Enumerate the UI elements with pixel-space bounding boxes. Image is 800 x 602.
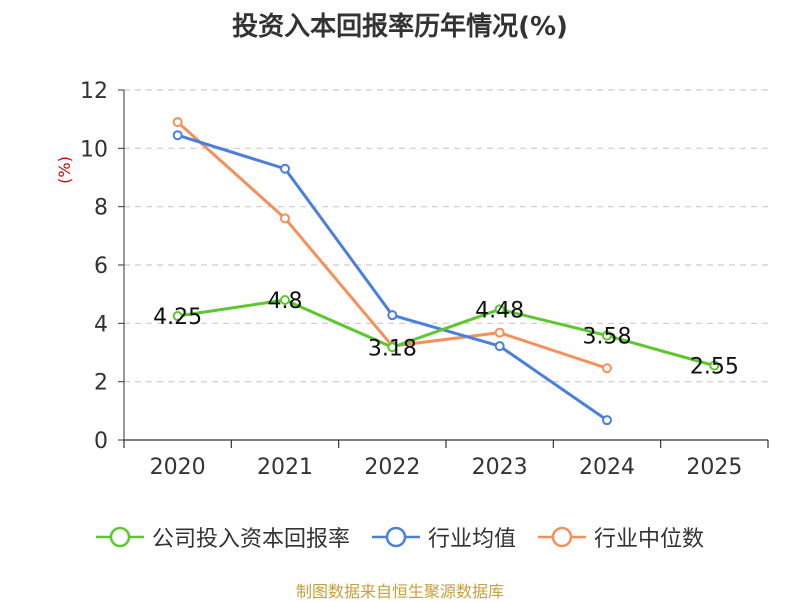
- y-tick-label: 6: [94, 254, 108, 279]
- legend: 公司投入资本回报率 行业均值 行业中位数: [0, 519, 800, 555]
- label-layer: 4.25 4.8 3.18 4.48 3.58 2.55: [153, 289, 739, 380]
- legend-marker-industry-mean-icon: [371, 526, 420, 548]
- data-point-series-1: [494, 341, 505, 352]
- chart-title: 投资入本回报率历年情况(%): [232, 12, 568, 42]
- y-tick-label: 4: [94, 312, 108, 337]
- data-point-series-0: [709, 360, 720, 371]
- series-layer: [172, 117, 720, 426]
- data-label: 3.58: [583, 325, 632, 350]
- axis-layer: 0 2 4 6 8 10 12 2020 2021 2022 2023 2024 2025 (%): [55, 79, 769, 480]
- data-point-series-2: [280, 213, 290, 224]
- y-tick-label: 10: [80, 137, 108, 162]
- x-tick-label: 2024: [579, 455, 635, 480]
- legend-item-company[interactable]: 公司投入资本回报率: [95, 521, 350, 553]
- x-tick-label: 2025: [686, 455, 742, 480]
- data-point-series-1: [280, 163, 290, 174]
- data-point-series-0: [602, 330, 612, 341]
- data-point-series-2: [602, 363, 612, 374]
- legend-marker-company-icon: [95, 526, 144, 548]
- data-point-series-2: [172, 117, 183, 128]
- legend-label-industry-mean: 行业均值: [427, 527, 516, 552]
- data-point-series-2: [494, 327, 505, 338]
- data-point-series-1: [602, 415, 612, 426]
- series-line-2: [176, 120, 608, 370]
- data-point-series-0: [494, 304, 505, 315]
- legend-item-industry-mean[interactable]: 行业均值: [371, 521, 516, 553]
- x-tick-label: 2023: [472, 455, 528, 480]
- legend-marker-industry-median-icon: [538, 526, 586, 548]
- x-tick-label: 2022: [364, 455, 420, 480]
- data-point-series-0: [387, 342, 398, 353]
- data-label: 4.25: [153, 305, 202, 330]
- x-tick-label: 2021: [257, 455, 313, 480]
- data-label: 3.18: [368, 336, 417, 361]
- legend-item-industry-median[interactable]: 行业中位数: [538, 521, 704, 553]
- data-label: 4.48: [475, 298, 524, 323]
- series-line-0: [177, 298, 715, 368]
- source-note: 制图数据来自恒生聚源数据库: [295, 582, 504, 601]
- data-label: 2.55: [690, 355, 739, 380]
- legend-label-company: 公司投入资本回报率: [151, 527, 350, 552]
- y-tick-label: 0: [94, 429, 108, 454]
- y-tick-label: 12: [80, 79, 108, 104]
- data-point-series-1: [172, 130, 183, 141]
- grid-layer: [124, 89, 768, 383]
- y-tick-label: 8: [94, 196, 108, 221]
- y-axis-label: (%): [55, 156, 74, 184]
- data-point-series-0: [280, 295, 290, 305]
- data-point-series-1: [387, 310, 398, 321]
- x-tick-label: 2020: [150, 455, 206, 480]
- legend-label-industry-median: 行业中位数: [594, 527, 705, 552]
- data-label: 4.8: [268, 289, 303, 314]
- y-tick-label: 2: [94, 371, 108, 396]
- data-point-series-0: [172, 311, 183, 322]
